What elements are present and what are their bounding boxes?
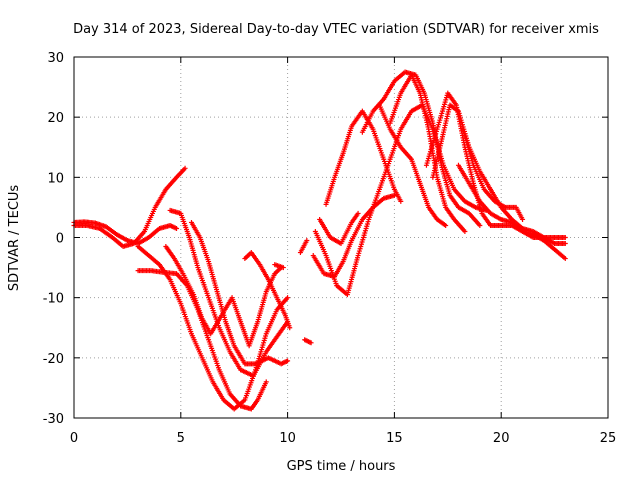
data-points <box>71 69 568 412</box>
series-trace-11 <box>297 238 310 256</box>
data-point <box>304 238 310 244</box>
series-trace-21 <box>455 162 568 262</box>
x-tick-label: 10 <box>279 431 296 446</box>
series-trace-22 <box>460 126 526 222</box>
data-point <box>391 192 397 198</box>
chart-title: Day 314 of 2023, Sidereal Day-to-day VTE… <box>73 22 599 37</box>
y-tick-label: 20 <box>47 111 64 126</box>
x-tick-label: 0 <box>70 431 78 446</box>
x-axis-label: GPS time / hours <box>287 459 396 474</box>
data-point <box>263 379 269 385</box>
data-point <box>477 222 483 228</box>
series-trace-16 <box>359 69 483 228</box>
plot-frame <box>73 56 609 419</box>
x-tick-label: 20 <box>493 431 510 446</box>
data-point <box>308 340 314 346</box>
data-point <box>355 210 361 216</box>
x-tick-label: 15 <box>386 431 403 446</box>
data-point <box>520 216 526 222</box>
data-point <box>285 295 291 301</box>
data-point <box>562 256 568 262</box>
series-trace-18 <box>376 102 449 228</box>
series-trace-6 <box>188 219 291 367</box>
series-trace-9 <box>272 262 286 271</box>
y-tick-label: 0 <box>56 232 64 247</box>
data-point <box>462 228 468 234</box>
y-axis-label: SDTVAR / TECUs <box>7 185 22 292</box>
y-tick-label: 30 <box>47 51 64 66</box>
y-tick-label: -30 <box>43 412 64 427</box>
y-tick-label: -20 <box>43 352 64 367</box>
data-point <box>182 165 188 171</box>
series-trace-10 <box>302 337 314 346</box>
y-tick-label: -10 <box>43 292 64 307</box>
data-point <box>562 235 568 240</box>
data-point <box>280 265 286 271</box>
data-point <box>562 241 568 247</box>
x-tick-label: 25 <box>600 431 617 446</box>
series-trace-2 <box>71 165 188 250</box>
data-point <box>174 225 180 231</box>
data-point <box>398 198 404 204</box>
grid <box>74 57 608 418</box>
data-point <box>443 222 449 228</box>
y-tick-label: 10 <box>47 171 64 186</box>
x-tick-label: 5 <box>177 431 185 446</box>
series-trace-7 <box>163 244 284 349</box>
data-point <box>285 358 291 364</box>
series-trace-17 <box>387 72 468 234</box>
axis-tick-labels: 0 5 10 15 20 25 -30 -20 -10 0 10 20 30 <box>43 51 617 446</box>
series-trace-13 <box>312 102 489 298</box>
series-trace-14 <box>317 210 361 247</box>
series-trace-4 <box>135 268 269 412</box>
series-trace-8 <box>242 250 293 331</box>
data-point <box>287 325 293 331</box>
series-trace-1 <box>71 219 180 247</box>
series-trace-5 <box>167 207 291 379</box>
